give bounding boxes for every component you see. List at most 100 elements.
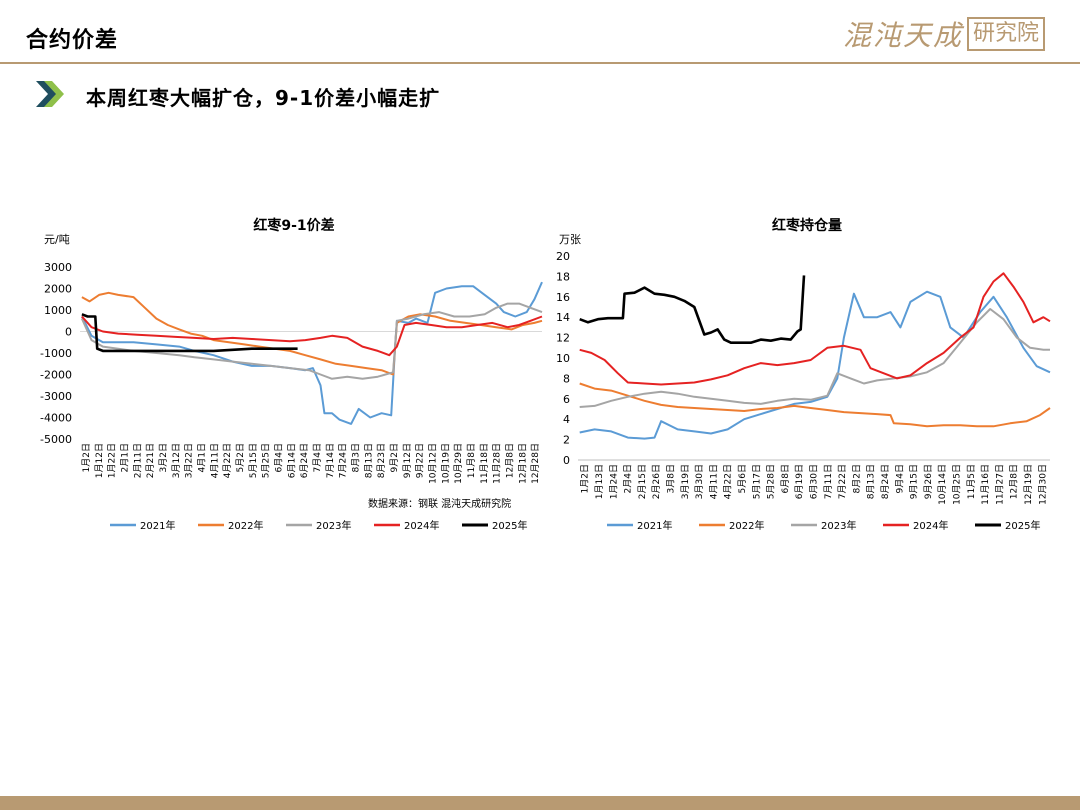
x-tick-label: 3月12日 (171, 443, 182, 478)
legend-label: 2023年 (316, 519, 351, 532)
y-tick-label: 2 (563, 434, 570, 447)
y-tick-label: 12 (556, 332, 570, 345)
x-tick-label: 6月19日 (794, 464, 805, 499)
x-tick-label: 11月18日 (479, 443, 490, 484)
legend-label: 2025年 (1005, 519, 1040, 532)
x-tick-label: 2月26日 (651, 464, 662, 499)
x-tick-label: 10月12日 (427, 443, 438, 484)
y-tick-label: -2000 (40, 369, 72, 382)
header-divider (0, 62, 1080, 64)
x-tick-label: 7月4日 (312, 443, 323, 472)
legend-label: 2021年 (637, 519, 672, 532)
series-line-2023 (80, 302, 543, 380)
company-logo: 混沌天成 研究院 (843, 14, 1046, 54)
x-tick-label: 5月17日 (751, 464, 762, 499)
legend-label: 2025年 (492, 519, 527, 532)
x-tick-label: 5月6日 (737, 464, 748, 493)
x-tick-label: 12月30日 (1037, 464, 1048, 505)
slide-subtitle: 本周红枣大幅扩仓，9-1价差小幅走扩 (86, 86, 441, 110)
x-tick-label: 10月14日 (937, 464, 948, 505)
x-tick-label: 11月27日 (994, 464, 1005, 505)
x-tick-label: 6月24日 (299, 443, 310, 478)
x-tick-label: 12月18日 (517, 443, 528, 484)
y-tick-label: 4 (563, 413, 570, 426)
x-tick-label: 7月24日 (338, 443, 349, 478)
x-tick-label: 11月5日 (966, 464, 977, 499)
x-tick-label: 8月23日 (376, 443, 387, 478)
x-tick-label: 9月22日 (415, 443, 426, 478)
x-tick-label: 8月24日 (880, 464, 891, 499)
x-tick-label: 7月14日 (325, 443, 336, 478)
x-tick-label: 10月25日 (952, 464, 963, 505)
y-tick-label: 1000 (44, 304, 72, 317)
x-tick-label: 6月8日 (780, 464, 791, 493)
x-tick-label: 8月13日 (363, 443, 374, 478)
series-line-2022 (579, 382, 1051, 428)
x-tick-label: 6月14日 (286, 443, 297, 478)
legend-label: 2024年 (913, 519, 948, 532)
y-tick-label: 16 (556, 291, 570, 304)
x-tick-label: 9月26日 (923, 464, 934, 499)
x-tick-label: 4月11日 (708, 464, 719, 499)
x-tick-label: 11月16日 (980, 464, 991, 505)
y-tick-label: 2000 (44, 283, 72, 296)
x-tick-label: 3月8日 (665, 464, 676, 493)
x-tick-label: 12月28日 (530, 443, 541, 484)
x-tick-label: 5月2日 (235, 443, 246, 472)
x-tick-label: 8月13日 (866, 464, 877, 499)
x-tick-label: 9月2日 (389, 443, 400, 472)
series-line-2023 (579, 308, 1050, 408)
x-tick-label: 4月22日 (222, 443, 233, 478)
x-tick-label: 4月1日 (196, 443, 207, 472)
y-tick-label: 0 (563, 454, 570, 467)
legend-label: 2022年 (729, 519, 764, 532)
x-tick-label: 8月2日 (851, 464, 862, 493)
legend-label: 2023年 (821, 519, 856, 532)
x-tick-label: 6月4日 (273, 443, 284, 472)
x-tick-label: 9月4日 (894, 464, 905, 493)
y-tick-label: 18 (556, 270, 570, 283)
y-tick-label: -3000 (40, 390, 72, 403)
series-line-2024 (579, 272, 1051, 386)
page-title: 合约价差 (26, 28, 119, 53)
x-tick-label: 11月28日 (492, 443, 503, 484)
x-tick-label: 3月2日 (158, 443, 169, 472)
chevron-bullet-icon (36, 81, 64, 107)
x-tick-label: 5月25日 (261, 443, 272, 478)
legend-label: 2021年 (140, 519, 175, 532)
x-tick-label: 4月11日 (209, 443, 220, 478)
y-tick-label: -5000 (40, 433, 72, 446)
x-tick-label: 9月12日 (402, 443, 413, 478)
chart-title: 红枣9-1价差 (253, 217, 334, 234)
x-tick-label: 11月8日 (466, 443, 477, 478)
x-tick-label: 1月12日 (94, 443, 105, 478)
y-tick-label: 10 (556, 352, 570, 365)
x-tick-label: 6月30日 (809, 464, 820, 499)
footer-bar (0, 796, 1080, 810)
chart-title: 红枣持仓量 (772, 217, 842, 234)
x-tick-label: 2月21日 (145, 443, 156, 478)
x-tick-label: 12月8日 (1009, 464, 1020, 499)
legend-label: 2022年 (228, 519, 263, 532)
x-tick-label: 12月8日 (504, 443, 515, 478)
y-tick-label: 8 (563, 372, 570, 385)
x-tick-label: 8月3日 (350, 443, 361, 472)
x-tick-label: 1月22日 (107, 443, 118, 478)
x-tick-label: 5月15日 (248, 443, 259, 478)
y-tick-label: -1000 (40, 347, 72, 360)
x-tick-label: 1月2日 (81, 443, 92, 472)
y-tick-label: 3000 (44, 261, 72, 274)
x-tick-label: 4月22日 (723, 464, 734, 499)
x-tick-label: 2月15日 (637, 464, 648, 499)
logo-script-text: 混沌天成 (843, 19, 964, 52)
series-line-2025 (579, 275, 806, 344)
y-tick-label: 0 (65, 326, 72, 339)
series-line-2022 (81, 291, 543, 376)
x-tick-label: 1月13日 (594, 464, 605, 499)
series-line-2021 (81, 281, 543, 425)
y-tick-label: 20 (556, 250, 570, 263)
x-tick-label: 1月2日 (580, 464, 591, 493)
series-line-2021 (579, 290, 1051, 440)
series-line-2024 (81, 315, 543, 357)
